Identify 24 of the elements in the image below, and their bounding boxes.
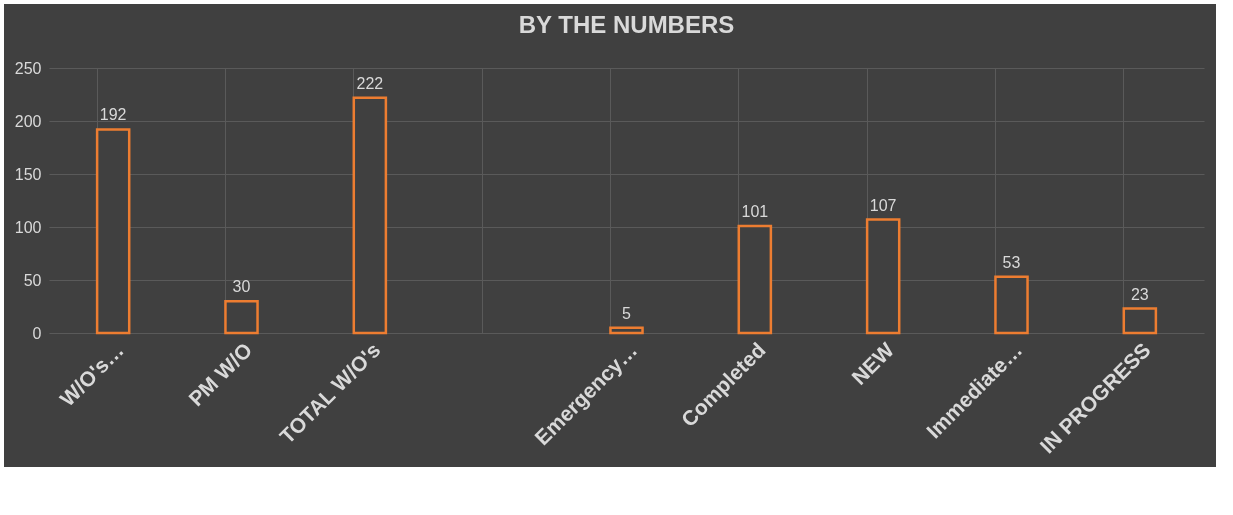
data-label: 23	[1130, 285, 1149, 303]
bar	[609, 326, 644, 335]
data-label: 192	[99, 106, 127, 124]
y-tick-label: 150	[14, 165, 42, 183]
bar	[1122, 307, 1158, 335]
data-label: 5	[622, 304, 632, 322]
bar	[352, 96, 388, 335]
bar	[865, 218, 901, 335]
bar	[994, 275, 1029, 335]
y-tick-label: 250	[14, 59, 42, 77]
y-tick-label: 200	[14, 112, 42, 130]
y-tick-label: 100	[14, 218, 42, 236]
data-label: 107	[869, 196, 897, 214]
data-label: 53	[1002, 253, 1021, 271]
x-tick-label: PM W/O	[183, 338, 257, 411]
data-label: 30	[232, 278, 251, 296]
y-tick-label: 0	[32, 324, 42, 342]
data-label: 101	[741, 202, 769, 220]
y-tick-label: 50	[23, 271, 42, 289]
chart-title: BY THE NUMBERS	[518, 11, 735, 38]
bar	[224, 299, 259, 335]
bar	[737, 224, 773, 335]
bar	[95, 128, 131, 335]
data-label: 222	[356, 74, 384, 92]
